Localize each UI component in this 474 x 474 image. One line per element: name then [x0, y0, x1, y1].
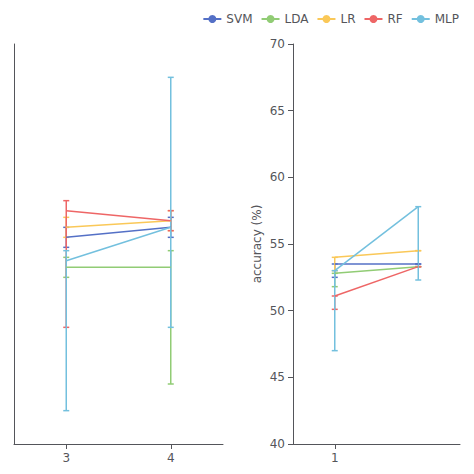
svg-text:65: 65 — [270, 104, 285, 118]
svg-text:45: 45 — [270, 370, 285, 384]
svg-text:SVM: SVM — [226, 12, 252, 26]
svg-text:3: 3 — [62, 451, 70, 465]
svg-text:RF: RF — [387, 12, 402, 26]
svg-text:40: 40 — [270, 437, 285, 451]
svg-text:accuracy (%): accuracy (%) — [250, 205, 264, 284]
svg-text:50: 50 — [270, 304, 285, 318]
svg-text:1: 1 — [331, 451, 339, 465]
svg-text:4: 4 — [167, 451, 175, 465]
svg-text:60: 60 — [270, 170, 285, 184]
svg-text:70: 70 — [270, 37, 285, 51]
svg-text:55: 55 — [270, 237, 285, 251]
svg-text:LR: LR — [340, 12, 355, 26]
svg-text:LDA: LDA — [285, 12, 310, 26]
svg-text:MLP: MLP — [435, 12, 459, 26]
